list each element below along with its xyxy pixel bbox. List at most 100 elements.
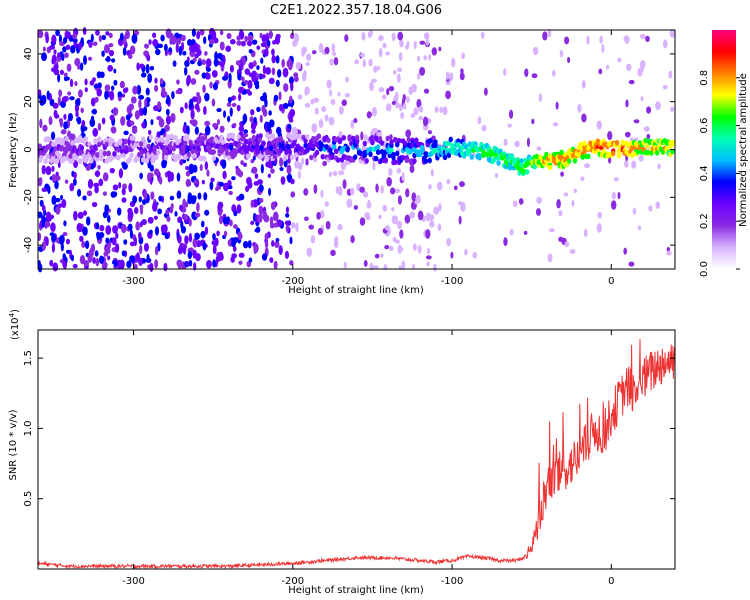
- spectrogram-noise-cell: [284, 250, 290, 259]
- spectrogram-noise-cell: [92, 41, 98, 47]
- spectrogram-noise-cell: [113, 79, 118, 86]
- spectrogram-ridge-cell: [450, 143, 455, 149]
- spectrogram-noise-cell: [637, 67, 643, 77]
- spectrogram-noise-cell: [398, 51, 403, 62]
- snr-y-multiplier: (x104): [8, 309, 21, 340]
- spectrogram-noise-cell: [204, 161, 209, 171]
- spectrogram-noise-cell: [285, 213, 290, 218]
- spectrogram-ridge-cell: [268, 145, 274, 152]
- spectrogram-ridge-cell: [138, 140, 144, 147]
- spectrogram-noise-cell: [192, 249, 197, 259]
- snr-background: [38, 330, 675, 569]
- spectrogram-noise-cell: [412, 243, 417, 251]
- spectrogram-ridge-cell: [456, 142, 461, 148]
- spectrogram-noise-cell: [235, 167, 241, 176]
- spectrogram-noise-cell: [131, 33, 138, 44]
- spectrogram-noise-cell: [231, 95, 235, 101]
- spectrogram-noise-cell: [393, 69, 397, 75]
- spectrogram-ridge-cell: [314, 149, 320, 156]
- spectrogram-noise-cell: [638, 154, 644, 162]
- spectrogram-noise-cell: [143, 43, 150, 49]
- spectrogram-noise-cell: [573, 188, 578, 194]
- spectrogram-noise-cell: [188, 218, 192, 227]
- spectrogram-noise-cell: [624, 159, 629, 168]
- spectrogram-noise-cell: [340, 161, 346, 171]
- spectrogram-noise-cell: [113, 259, 118, 268]
- spectrogram-noise-cell: [41, 217, 46, 228]
- spectrogram-noise-cell: [250, 199, 255, 208]
- spectrogram-ridge-cell: [190, 148, 195, 155]
- spectrogram-noise-cell: [104, 204, 108, 214]
- spectrogram-noise-cell: [451, 57, 456, 68]
- spectrogram-ridge-cell: [481, 152, 486, 159]
- spectrogram-noise-cell: [219, 41, 225, 51]
- spectrogram-noise-cell: [194, 69, 200, 75]
- spectrogram-noise-cell: [373, 65, 378, 73]
- spectrogram-noise-cell: [209, 27, 215, 37]
- spectrogram-ridge-cell: [620, 139, 625, 146]
- spectrogram-noise-cell: [187, 181, 192, 186]
- spectrogram-noise-cell: [329, 89, 333, 97]
- spectrogram-noise-cell: [53, 64, 59, 70]
- spectrogram-ridge-cell: [215, 143, 220, 149]
- spectrogram-noise-cell: [63, 121, 68, 130]
- spectrogram-noise-cell: [333, 239, 339, 248]
- spectrogram-noise-cell: [216, 107, 222, 113]
- spectrogram-noise-cell: [375, 183, 379, 193]
- spectrogram-noise-cell: [460, 68, 464, 75]
- spectrogram-noise-cell: [399, 39, 404, 48]
- spectrogram-noise-cell: [509, 228, 514, 236]
- spectrogram-noise-cell: [165, 209, 170, 216]
- spectrogram-noise-cell: [251, 73, 257, 83]
- spectrogram-noise-cell: [330, 249, 336, 257]
- spectrogram-noise-cell: [319, 43, 324, 53]
- spectrogram-noise-cell: [503, 68, 507, 76]
- spectrogram-noise-cell: [37, 263, 43, 273]
- spectrogram-noise-cell: [417, 210, 424, 221]
- spectrogram-noise-cell: [558, 236, 564, 242]
- spectrogram-noise-cell: [477, 116, 482, 125]
- spectrogram-noise-cell: [382, 204, 388, 212]
- spectrogram-noise-cell: [353, 118, 358, 124]
- spectrogram-noise-cell: [669, 28, 676, 38]
- spectrogram-noise-cell: [51, 165, 55, 172]
- spectrogram-noise-cell: [51, 195, 57, 205]
- spectrogram-noise-cell: [422, 116, 429, 127]
- spectrogram-ridge-cell: [423, 151, 429, 157]
- spectrogram-noise-cell: [279, 166, 284, 172]
- spectrogram-noise-cell: [304, 86, 310, 95]
- spectrogram-ridge-cell: [64, 135, 69, 142]
- spectrogram-noise-cell: [657, 163, 661, 170]
- spectrogram-noise-cell: [127, 223, 133, 231]
- spectrogram-noise-cell: [251, 39, 258, 45]
- spectrogram-ridge-cell: [169, 133, 174, 140]
- spectrogram-noise-cell: [269, 222, 275, 229]
- spectrogram-noise-cell: [648, 205, 653, 212]
- spectrogram-noise-cell: [101, 50, 105, 57]
- spectrogram-noise-cell: [396, 73, 401, 83]
- spectrogram-noise-cell: [359, 186, 365, 193]
- spectrogram-noise-cell: [70, 45, 76, 54]
- spectrogram-ridge-cell: [570, 152, 576, 159]
- spectrogram-noise-cell: [305, 61, 310, 67]
- spectrogram-noise-cell: [150, 191, 155, 200]
- spectrogram-noise-cell: [458, 200, 462, 206]
- spectrogram-ridge-cell: [286, 143, 291, 150]
- spectrogram-noise-cell: [90, 33, 94, 43]
- spectrogram-noise-cell: [45, 211, 52, 221]
- spectrogram-noise-cell: [92, 257, 96, 264]
- spectrogram-noise-cell: [655, 101, 661, 111]
- spectrogram-noise-cell: [324, 201, 329, 207]
- spectrogram-ridge-cell: [127, 156, 132, 163]
- spectrogram-noise-cell: [305, 158, 309, 166]
- spectrogram-noise-cell: [226, 32, 232, 40]
- spectrogram-ridge-cell: [586, 153, 591, 160]
- spectrogram-ridge-cell: [374, 155, 379, 162]
- spectrogram-ridge-cell: [354, 134, 360, 141]
- spectrogram-ridge-cell: [79, 145, 85, 151]
- snr-marks: [37, 338, 675, 570]
- spectrogram-noise-cell: [129, 45, 136, 55]
- spectrogram-noise-cell: [617, 191, 621, 200]
- spectrogram-noise-cell: [613, 177, 619, 182]
- spectrogram-ridge-cell: [419, 144, 425, 151]
